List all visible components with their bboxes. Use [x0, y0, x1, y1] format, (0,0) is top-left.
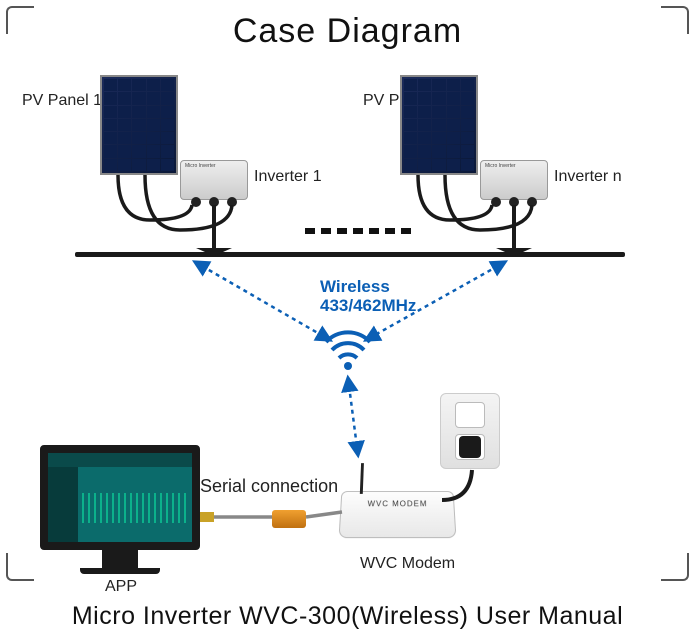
wireless-label: Wireless 433/462MHz — [320, 278, 416, 315]
footer-title: Micro Inverter WVC-300(Wireless) User Ma… — [0, 602, 695, 631]
inverter-n-label: Inverter n — [554, 168, 622, 186]
inverter-1-label: Inverter 1 — [254, 168, 322, 186]
trunk-cable — [75, 252, 625, 257]
wall-outlet — [440, 393, 500, 469]
pv-panel-1 — [100, 75, 178, 175]
modem-brand: WVC MODEM — [341, 500, 453, 509]
usb-plug-icon — [200, 512, 214, 522]
inverter-n: Micro Inverter — [480, 160, 548, 200]
frame-corner-bl — [6, 553, 34, 581]
wireless-line1: Wireless — [320, 278, 416, 297]
inverter-1: Micro Inverter — [180, 160, 248, 200]
wvc-modem: WVC MODEM — [339, 491, 457, 538]
computer-app — [40, 445, 200, 574]
wifi-icon — [326, 332, 370, 370]
pv-panel-n — [400, 75, 478, 175]
serial-connection-label: Serial connection — [200, 476, 338, 497]
monitor-icon — [40, 445, 200, 550]
page-title: Case Diagram — [0, 12, 695, 51]
pv-panel-1-label: PV Panel 1 — [22, 92, 102, 110]
antenna-icon — [360, 463, 364, 494]
serial-adapter — [272, 510, 306, 528]
wvc-modem-label: WVC Modem — [360, 555, 455, 573]
continuation-dashes — [305, 228, 411, 234]
frame-corner-br — [661, 553, 689, 581]
wireless-line2: 433/462MHz — [320, 297, 416, 316]
app-label: APP — [105, 578, 137, 596]
